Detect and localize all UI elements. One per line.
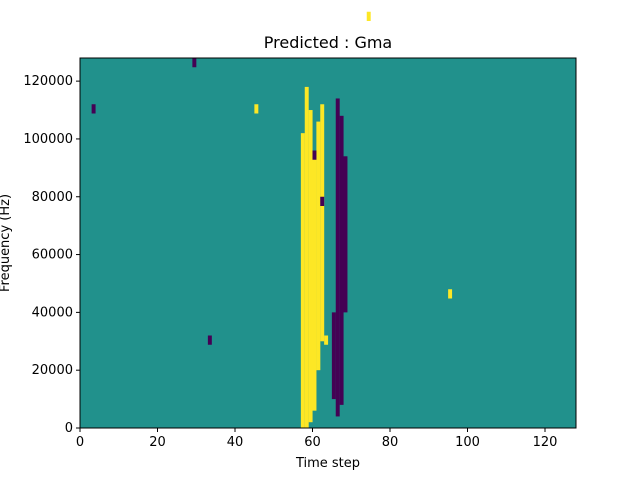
y-tick-label: 60000 bbox=[32, 248, 73, 263]
heatmap-streak bbox=[312, 150, 317, 411]
heatmap-streak bbox=[331, 312, 336, 400]
x-tick-label: 0 bbox=[76, 435, 84, 450]
y-axis: 0 20000 40000 60000 80000 100000 120000 bbox=[23, 74, 80, 436]
y-tick-label: 100000 bbox=[23, 132, 73, 147]
x-tick-label: 80 bbox=[382, 435, 399, 450]
x-tick-label: 40 bbox=[227, 435, 244, 450]
y-axis-label: Frequency (Hz) bbox=[0, 194, 13, 292]
heatmap-cell bbox=[320, 196, 325, 206]
heatmap-streak bbox=[316, 121, 321, 371]
heatmap-streak bbox=[308, 110, 313, 423]
y-tick-label: 0 bbox=[65, 421, 73, 436]
heatmap-streak bbox=[339, 115, 344, 405]
plot-frame bbox=[79, 57, 577, 429]
x-axis: 0 20 40 60 80 100 120 bbox=[76, 428, 558, 450]
x-tick-label: 120 bbox=[533, 435, 558, 450]
x-tick-label: 20 bbox=[149, 435, 166, 450]
heatmap-streak bbox=[304, 86, 309, 428]
heatmap-streak bbox=[343, 156, 348, 313]
y-tick-label: 40000 bbox=[32, 305, 73, 320]
heatmap-cell bbox=[324, 335, 329, 345]
y-tick-label: 80000 bbox=[32, 190, 73, 205]
heatmap-cell bbox=[312, 150, 317, 160]
x-axis-label: Time step bbox=[295, 456, 360, 471]
heatmap-streak bbox=[300, 133, 305, 428]
heatmap-cell bbox=[254, 104, 259, 114]
chart-title: Predicted : Gma bbox=[264, 33, 392, 52]
heatmap-cell bbox=[192, 58, 197, 68]
heatmap-cell bbox=[91, 104, 96, 114]
heatmap-cell bbox=[448, 289, 453, 299]
heatmap-streak bbox=[320, 104, 325, 342]
y-tick-label: 20000 bbox=[32, 363, 73, 378]
heatmap bbox=[80, 11, 576, 428]
y-tick-label: 120000 bbox=[23, 74, 73, 89]
x-tick-label: 60 bbox=[304, 435, 321, 450]
heatmap-background bbox=[80, 58, 576, 428]
heatmap-cell bbox=[207, 335, 212, 345]
heatmap-streak bbox=[335, 98, 340, 417]
heatmap-cell bbox=[366, 11, 371, 21]
x-tick-label: 100 bbox=[455, 435, 480, 450]
